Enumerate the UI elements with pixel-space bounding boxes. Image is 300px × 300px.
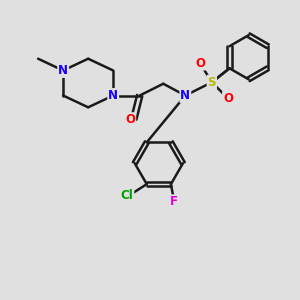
Text: O: O: [195, 57, 205, 70]
Text: N: N: [180, 89, 190, 102]
Text: F: F: [170, 195, 178, 208]
Text: Cl: Cl: [121, 189, 134, 202]
Text: O: O: [125, 113, 135, 126]
Text: O: O: [223, 92, 233, 105]
Text: S: S: [208, 76, 216, 89]
Text: N: N: [58, 64, 68, 77]
Text: N: N: [108, 89, 118, 102]
